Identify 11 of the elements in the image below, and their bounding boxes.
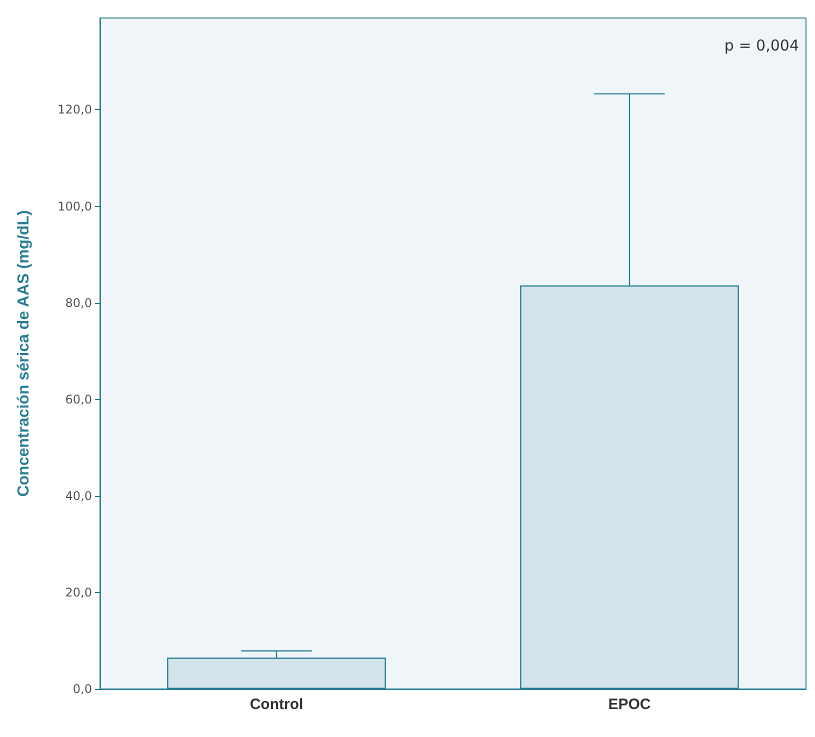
y-tick-label: 0,0 — [72, 682, 92, 696]
y-tick-label: 80,0 — [65, 296, 92, 310]
y-tick-label: 20,0 — [65, 585, 92, 600]
x-tick-label: EPOC — [608, 696, 651, 713]
y-axis-title: Concentración sérica de AAS (mg/dL) — [16, 210, 32, 497]
y-tick-label: 100,0 — [58, 199, 92, 214]
y-tick-label: 60,0 — [65, 392, 92, 406]
x-tick-label: Control — [250, 696, 304, 713]
y-tick-label: 120,0 — [58, 102, 92, 117]
annotation: p = 0,004 — [724, 36, 800, 54]
y-tick-label: 40,0 — [65, 488, 92, 503]
